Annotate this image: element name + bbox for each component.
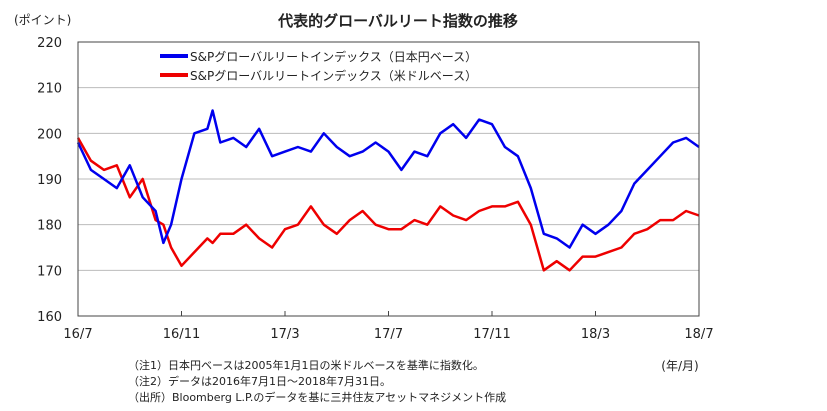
legend: S&Pグローバルリートインデックス（日本円ベース） S&Pグローバルリートインデ… (160, 49, 477, 83)
x-tick-label: 18/7 (684, 327, 713, 342)
y-tick-label: 210 (37, 82, 62, 97)
x-tick-label: 17/7 (374, 327, 403, 342)
y-tick-label: 180 (37, 219, 62, 234)
x-tick-label: 16/7 (63, 327, 92, 342)
y-axis-label: (ポイント) (14, 13, 71, 27)
legend-label-jpy: S&Pグローバルリートインデックス（日本円ベース） (190, 49, 477, 64)
x-tick-label: 17/3 (270, 327, 299, 342)
note-2: （注2）データは2016年7月1日～2018年7月31日。 (128, 374, 391, 388)
x-tick-label: 18/3 (581, 327, 610, 342)
y-tick-label: 190 (37, 173, 62, 188)
legend-label-usd: S&Pグローバルリートインデックス（米ドルベース） (190, 68, 477, 83)
x-axis-label: (年/月) (661, 359, 698, 373)
y-tick-label: 170 (37, 264, 62, 279)
note-1: （注1）日本円ベースは2005年1月1日の米ドルベースを基準に指数化。 (128, 358, 484, 372)
y-tick-label: 160 (37, 310, 62, 325)
x-tick-label: 17/11 (473, 327, 510, 342)
y-tick-label: 220 (37, 36, 62, 51)
series-line-jpy (76, 109, 700, 249)
y-tick-label: 200 (37, 127, 62, 142)
chart-title: 代表的グローバルリート指数の推移 (277, 12, 518, 30)
source-note: （出所）Bloomberg L.P.のデータを基に三井住友アセットマネジメント作… (128, 390, 506, 404)
series-line-usd (76, 137, 700, 272)
x-tick-label: 16/11 (163, 327, 200, 342)
